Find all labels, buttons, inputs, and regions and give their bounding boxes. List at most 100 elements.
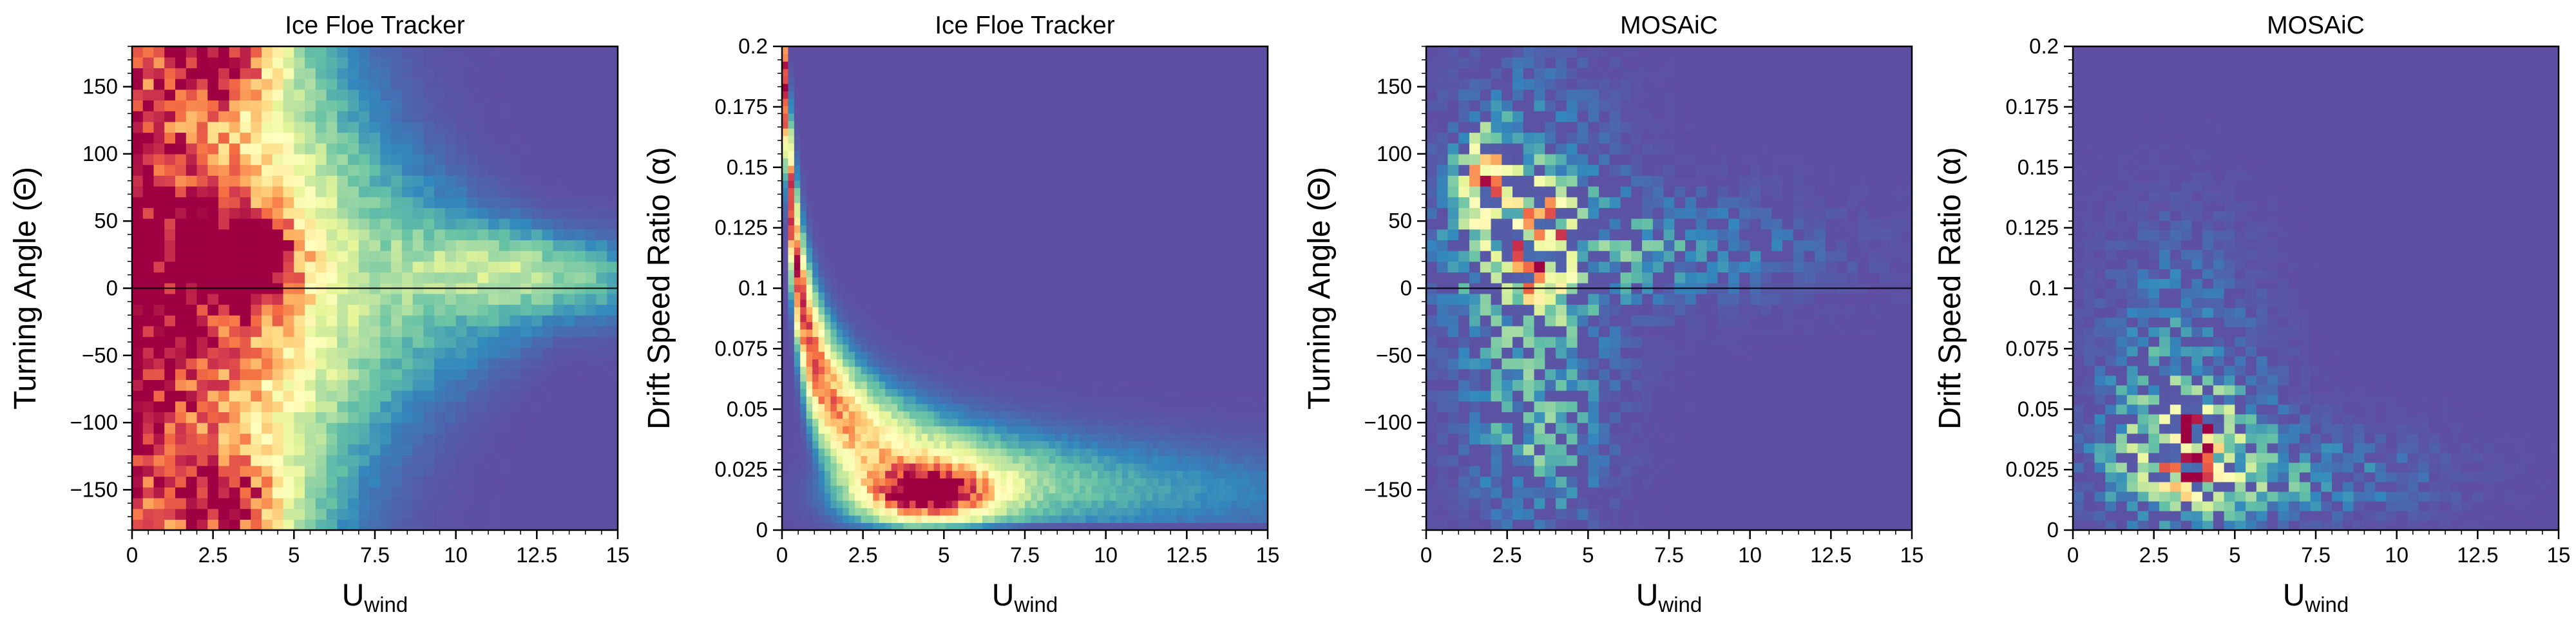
heatmap-cell (988, 336, 995, 345)
heatmap-cell (477, 46, 489, 58)
heatmap-cell (1036, 53, 1044, 62)
heatmap-cell (326, 89, 338, 101)
heatmap-cell (272, 229, 284, 240)
heatmap-cell (903, 433, 910, 441)
heatmap-cell (444, 132, 457, 144)
heatmap-cell (824, 441, 831, 449)
heatmap-cell (873, 351, 880, 359)
heatmap-cell (207, 519, 219, 531)
heatmap-cell (830, 232, 837, 240)
heatmap-cell (788, 366, 795, 374)
heatmap-cell (909, 314, 916, 323)
heatmap-cell (933, 359, 940, 367)
heatmap-cell (337, 132, 348, 144)
heatmap-cell (283, 207, 294, 219)
heatmap-cell (879, 150, 886, 158)
heatmap-cell (970, 411, 977, 419)
heatmap-cell (1013, 426, 1020, 434)
heatmap-cell (794, 493, 801, 501)
heatmap-cell (251, 89, 262, 101)
heatmap-cell (401, 100, 414, 111)
heatmap-cell (951, 180, 959, 189)
heatmap-cell (806, 470, 813, 479)
heatmap-cell (915, 396, 922, 404)
heatmap-cell (866, 366, 873, 374)
heatmap-cell (946, 366, 953, 374)
heatmap-cell (946, 53, 953, 62)
heatmap-cell (196, 164, 208, 176)
heatmap-cell (964, 396, 971, 404)
heatmap-cell (988, 143, 995, 151)
heatmap-cell (251, 240, 262, 251)
heatmap-cell (455, 325, 468, 338)
heatmap-cell (909, 485, 916, 493)
heatmap-cell (970, 329, 977, 338)
heatmap-cell (940, 284, 947, 292)
heatmap-cell (812, 106, 819, 114)
heatmap-cell (218, 519, 230, 531)
heatmap-cell (488, 347, 500, 359)
heatmap-cell (946, 411, 953, 419)
heatmap-cell (488, 218, 500, 230)
heatmap-cell (1000, 277, 1007, 285)
heatmap-cell (380, 336, 392, 348)
heatmap-cell (879, 173, 886, 181)
heatmap-cell (824, 113, 831, 122)
heatmap-cell (988, 493, 995, 501)
heatmap-cell (423, 46, 435, 58)
heatmap-cell (843, 411, 850, 419)
heatmap-cell (903, 388, 910, 397)
heatmap-cell (369, 143, 381, 155)
heatmap-cell (976, 441, 983, 449)
heatmap-cell (940, 128, 947, 137)
heatmap-cell (958, 478, 965, 486)
heatmap-cell (1000, 98, 1007, 107)
heatmap-cell (542, 412, 554, 423)
heatmap-cell (218, 315, 230, 327)
heatmap-cell (873, 478, 880, 486)
heatmap-cell (326, 347, 338, 359)
x-tick-label: 12.5 (516, 543, 557, 567)
heatmap-cell (358, 519, 370, 531)
heatmap-cell (885, 359, 892, 367)
heatmap-cell (843, 493, 850, 501)
heatmap-cell (1006, 120, 1013, 129)
heatmap-cell (909, 284, 916, 292)
heatmap-cell (348, 487, 359, 499)
heatmap-cell (585, 444, 597, 455)
heatmap-cell (982, 388, 989, 397)
heatmap-cell (164, 251, 176, 262)
heatmap-cell (1043, 448, 1050, 457)
heatmap-cell (175, 57, 187, 68)
heatmap-cell (596, 487, 607, 499)
heatmap-cell (836, 478, 843, 486)
heatmap-cell (903, 478, 910, 486)
heatmap-cell (988, 277, 995, 285)
heatmap-cell (836, 180, 843, 189)
heatmap-cell (542, 368, 554, 380)
heatmap-cell (873, 359, 880, 367)
heatmap-cell (585, 433, 597, 445)
heatmap-cell (800, 478, 807, 486)
heatmap-cell (542, 357, 554, 370)
heatmap-cell (818, 232, 825, 240)
heatmap-cell (369, 261, 381, 273)
heatmap-cell (933, 411, 940, 419)
heatmap-cell (369, 444, 381, 455)
heatmap-cell (1031, 187, 1038, 196)
heatmap-cell (988, 396, 995, 404)
heatmap-cell (848, 411, 855, 419)
heatmap-cell (818, 515, 825, 524)
heatmap-cell (305, 390, 316, 402)
heatmap-cell (380, 111, 392, 122)
heatmap-cell (976, 232, 983, 240)
heatmap-cell (510, 465, 521, 477)
heatmap-cell (1000, 351, 1007, 359)
heatmap-cell (272, 508, 284, 520)
heatmap-cell (940, 426, 947, 434)
heatmap-cell (879, 180, 886, 189)
heatmap-cell (800, 463, 807, 471)
heatmap-cell (861, 158, 868, 166)
heatmap-cell (879, 515, 886, 524)
heatmap-cell (921, 180, 928, 189)
